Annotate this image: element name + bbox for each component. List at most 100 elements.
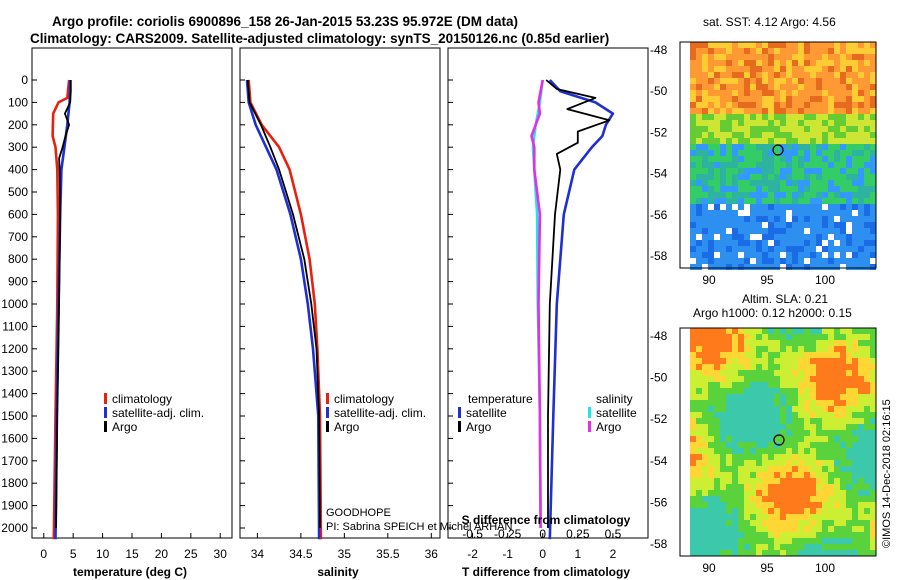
map-cell <box>774 84 780 90</box>
map-cell <box>846 150 852 156</box>
map-cell <box>816 466 822 472</box>
map-cell <box>792 198 798 204</box>
map-cell <box>708 454 714 460</box>
map-cell <box>810 156 816 162</box>
map-cell <box>750 96 756 102</box>
map-cell <box>846 466 852 472</box>
map-cell <box>852 514 858 520</box>
map-cell <box>756 490 762 496</box>
map-cell <box>798 180 804 186</box>
map-cell <box>816 228 822 234</box>
map-cell <box>756 412 762 418</box>
map-cell <box>846 424 852 430</box>
map-cell <box>744 246 750 252</box>
map-cell <box>708 192 714 198</box>
map-cell <box>798 340 804 346</box>
map-cell <box>864 216 870 222</box>
map-cell <box>774 78 780 84</box>
map-cell <box>798 478 804 484</box>
map-cell <box>858 346 864 352</box>
map-cell <box>804 502 810 508</box>
map-cell <box>708 198 714 204</box>
map-cell <box>798 382 804 388</box>
map-cell <box>780 144 786 150</box>
map-cell <box>804 442 810 448</box>
x-tick-label: 10 <box>96 547 110 561</box>
map-cell <box>864 424 870 430</box>
map-cell <box>828 228 834 234</box>
map-cell <box>792 246 798 252</box>
map-cell <box>750 246 756 252</box>
map-cell <box>696 252 702 258</box>
map-cell <box>846 78 852 84</box>
map-cell <box>696 538 702 544</box>
map-cell <box>846 114 852 120</box>
map-cell <box>690 334 696 340</box>
map-cell <box>768 228 774 234</box>
map-cell <box>774 174 780 180</box>
map-cell <box>858 376 864 382</box>
sla-argo-location-marker <box>773 434 785 446</box>
map-cell <box>786 168 792 174</box>
map-cell <box>786 376 792 382</box>
map-cell <box>804 210 810 216</box>
map-cell <box>702 370 708 376</box>
map-cell <box>798 186 804 192</box>
map-cell <box>720 132 726 138</box>
map-cell <box>714 346 720 352</box>
map-cell <box>774 400 780 406</box>
map-cell <box>870 168 876 174</box>
sla-map-frame <box>679 327 877 557</box>
map-cell <box>840 138 846 144</box>
map-cell <box>858 258 864 264</box>
map-cell <box>714 394 720 400</box>
map-cell <box>762 168 768 174</box>
map-cell <box>810 180 816 186</box>
map-cell <box>726 550 732 556</box>
map-cell <box>732 532 738 538</box>
map-cell <box>798 132 804 138</box>
map-cell <box>768 424 774 430</box>
map-cell <box>708 90 714 96</box>
map-cell <box>696 430 702 436</box>
map-cell <box>798 174 804 180</box>
map-cell <box>762 334 768 340</box>
map-cell <box>708 424 714 430</box>
map-cell <box>780 240 786 246</box>
map-cell <box>756 78 762 84</box>
map-cell <box>834 370 840 376</box>
map-cell <box>702 66 708 72</box>
difference-panel-frame <box>447 47 649 539</box>
map-cell <box>762 264 768 270</box>
map-cell <box>744 424 750 430</box>
map-cell <box>804 346 810 352</box>
map-cell <box>762 180 768 186</box>
map-cell <box>798 436 804 442</box>
map-cell <box>828 358 834 364</box>
map-cell <box>708 150 714 156</box>
map-cell <box>798 424 804 430</box>
map-cell <box>846 252 852 258</box>
map-cell <box>816 496 822 502</box>
map-cell <box>828 180 834 186</box>
map-cell <box>822 388 828 394</box>
map-cell <box>756 466 762 472</box>
map-cell <box>822 48 828 54</box>
map-cell <box>702 114 708 120</box>
map-cell <box>702 156 708 162</box>
map-cell <box>738 394 744 400</box>
map-cell <box>780 364 786 370</box>
map-cell <box>870 520 876 526</box>
map-cell <box>798 168 804 174</box>
map-cell <box>846 430 852 436</box>
map-cell <box>798 400 804 406</box>
map-cell <box>762 126 768 132</box>
map-cell <box>780 382 786 388</box>
map-cell <box>738 520 744 526</box>
map-cell <box>750 442 756 448</box>
map-cell <box>750 132 756 138</box>
map-cell <box>732 460 738 466</box>
map-cell <box>732 126 738 132</box>
map-cell <box>690 490 696 496</box>
map-cell <box>786 144 792 150</box>
